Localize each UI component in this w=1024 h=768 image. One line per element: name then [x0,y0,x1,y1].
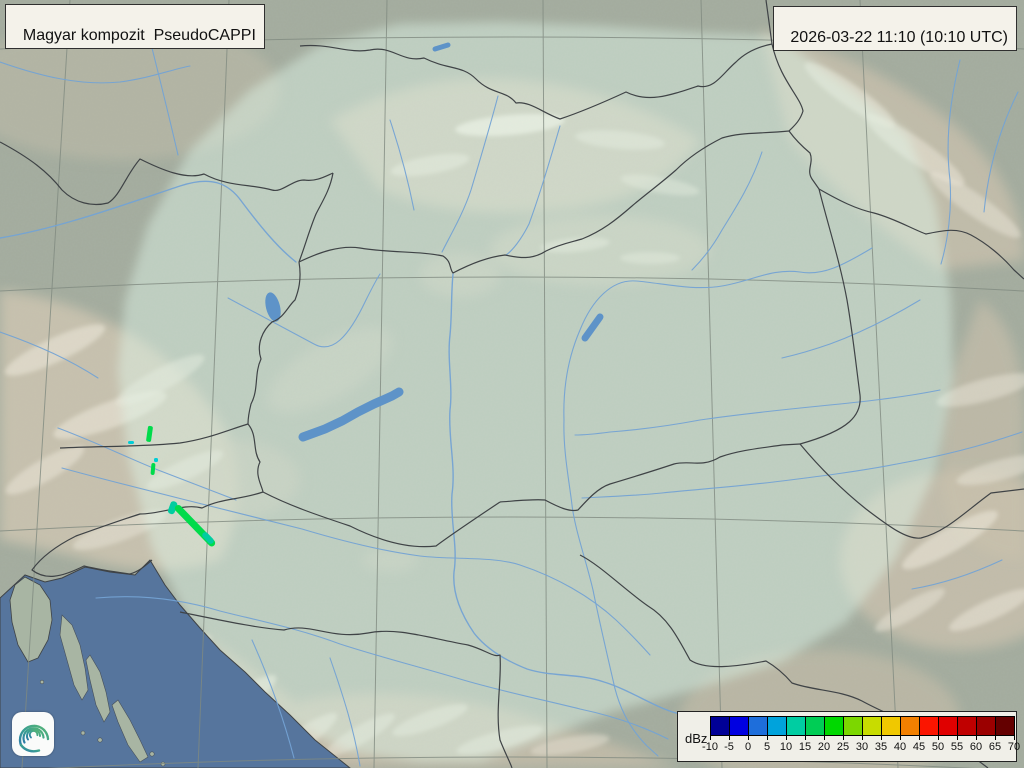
legend-tick [748,735,749,740]
legend-tick-label: 65 [988,741,1002,753]
product-title-box: Magyar kompozit PseudoCAPPI [5,4,265,49]
legend-cell [995,716,1015,736]
legend-tick [995,735,996,740]
rivers [0,39,1023,767]
legend-tick-label: 70 [1007,741,1021,753]
legend-cell [729,716,749,736]
legend-tick [919,735,920,740]
lake-balaton [298,387,404,442]
hungaromet-logo [12,712,54,756]
legend-tick [881,735,882,740]
lakes [265,42,604,442]
legend-cell [786,716,806,736]
legend-color-bar [710,716,1015,736]
legend-tick-label: 25 [836,741,850,753]
legend-tick-label: -5 [724,741,734,753]
radar-echoes [128,425,216,547]
radar-echo [146,425,153,442]
legend-tick-label: 15 [798,741,812,753]
legend-cell [748,716,768,736]
legend-tick [824,735,825,740]
legend-tick-label: 60 [969,741,983,753]
radar-echo [202,532,214,544]
legend-cell [900,716,920,736]
timestamp: 2026-03-22 11:10 (10:10 UTC) [790,29,1008,46]
border-hungary-croatia [247,423,501,548]
legend-tick-label: 10 [779,741,793,753]
legend-cell [862,716,882,736]
legend-cell [843,716,863,736]
adriatic-islands [39,614,166,767]
radar-echo [128,441,134,444]
legend-cell [767,716,787,736]
legend-cell [919,716,939,736]
legend-tick [710,735,711,740]
legend-tick-label: 0 [744,741,752,753]
legend-tick [900,735,901,740]
radar-echo [150,463,156,475]
legend-tick [729,735,730,740]
legend-cell [824,716,844,736]
lake-ferto [265,292,281,322]
timestamp-box: 2026-03-22 11:10 (10:10 UTC) [772,6,1017,51]
legend-cell [805,716,825,736]
legend-tick-label: 30 [855,741,869,753]
radar-echo [154,458,158,462]
border-austria-hungary [247,261,301,425]
legend-tick [862,735,863,740]
legend-tick [805,735,806,740]
legend-tick-label: 5 [763,741,771,753]
adriatic-sea [0,559,351,768]
legend-tick [843,735,844,740]
legend-tick-label: 40 [893,741,907,753]
border-hungary-romania [799,188,861,445]
legend-tick [786,735,787,740]
legend-cell [710,716,730,736]
legend-tick-label: -10 [702,741,718,753]
legend-cell [957,716,977,736]
dbz-legend: dBz -10 -5 0 5 10 15 20 25 30 35 40 45 [677,711,1021,762]
spiral-logo-icon [18,724,50,753]
legend-tick [767,735,768,740]
legend-tick-label: 20 [817,741,831,753]
legend-cell [976,716,996,736]
border-hungary-serbia [499,443,801,512]
lake-tisza [581,313,604,342]
legend-cell [938,716,958,736]
legend-tick [938,735,939,740]
radar-coverage-area [118,22,953,762]
legend-cell [881,716,901,736]
legend-tick [1014,735,1015,740]
border-hungary-slovakia [298,130,790,274]
legend-tick-label: 50 [931,741,945,753]
legend-tick [976,735,977,740]
radar-echo [167,501,178,515]
legend-tick-label: 35 [874,741,888,753]
legend-unit-label: dBz [685,731,708,746]
legend-tick-label: 45 [912,741,926,753]
tisza-river [563,247,873,757]
legend-tick [957,735,958,740]
product-title: Magyar kompozit PseudoCAPPI [22,27,256,44]
legend-tick-label: 55 [950,741,964,753]
